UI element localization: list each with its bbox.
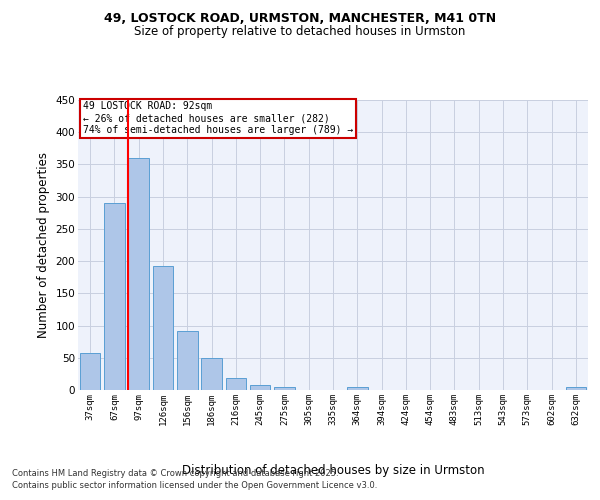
- Bar: [347, 388, 368, 390]
- Bar: [250, 385, 271, 390]
- X-axis label: Distribution of detached houses by size in Urmston: Distribution of detached houses by size …: [182, 464, 484, 477]
- Text: Contains public sector information licensed under the Open Government Licence v3: Contains public sector information licen…: [12, 481, 377, 490]
- Bar: [80, 354, 100, 390]
- Bar: [177, 330, 197, 390]
- Text: 49 LOSTOCK ROAD: 92sqm
← 26% of detached houses are smaller (282)
74% of semi-de: 49 LOSTOCK ROAD: 92sqm ← 26% of detached…: [83, 102, 353, 134]
- Y-axis label: Number of detached properties: Number of detached properties: [37, 152, 50, 338]
- Bar: [152, 266, 173, 390]
- Text: 49, LOSTOCK ROAD, URMSTON, MANCHESTER, M41 0TN: 49, LOSTOCK ROAD, URMSTON, MANCHESTER, M…: [104, 12, 496, 26]
- Text: Size of property relative to detached houses in Urmston: Size of property relative to detached ho…: [134, 25, 466, 38]
- Bar: [104, 203, 125, 390]
- Bar: [201, 358, 222, 390]
- Bar: [274, 387, 295, 390]
- Text: Contains HM Land Registry data © Crown copyright and database right 2025.: Contains HM Land Registry data © Crown c…: [12, 468, 338, 477]
- Bar: [226, 378, 246, 390]
- Bar: [566, 388, 586, 390]
- Bar: [128, 158, 149, 390]
